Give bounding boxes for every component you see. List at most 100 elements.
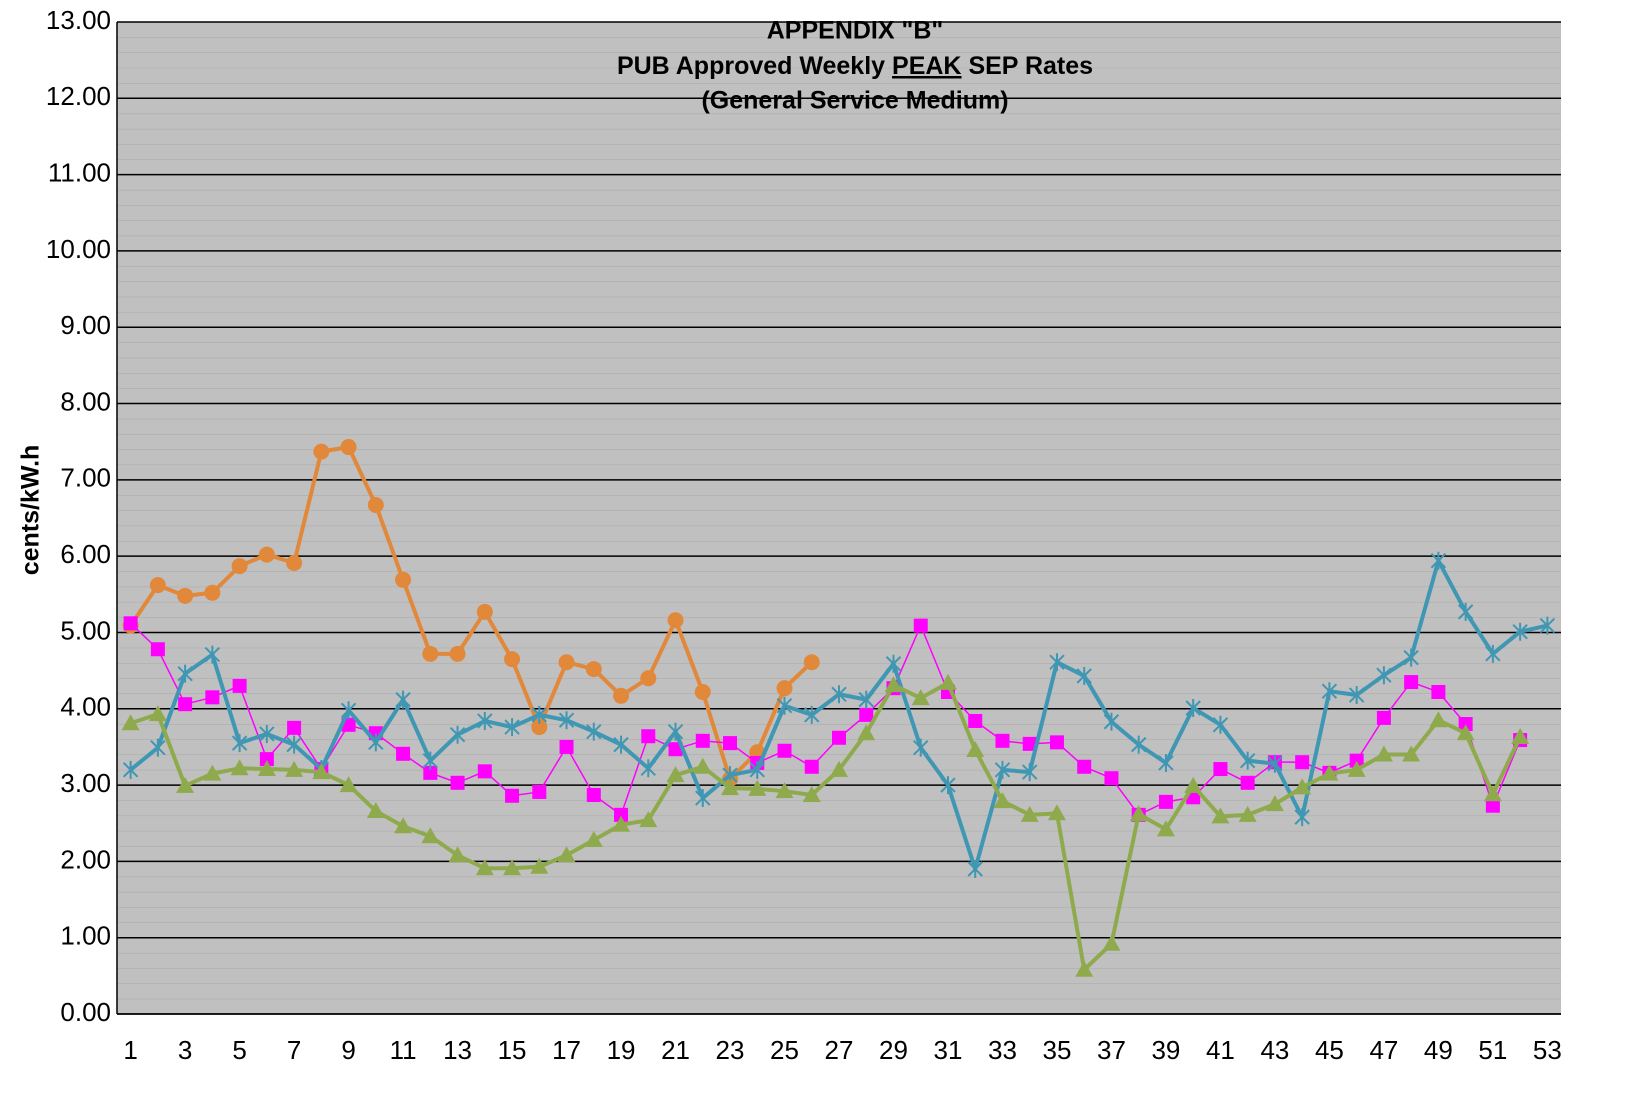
- marker: [504, 718, 520, 737]
- x-tick-label: 19: [607, 1035, 636, 1065]
- marker: [422, 645, 439, 662]
- marker: [422, 751, 439, 770]
- marker: [994, 760, 1011, 779]
- marker: [640, 670, 657, 687]
- marker: [1348, 686, 1365, 705]
- marker: [204, 645, 221, 664]
- marker: [1374, 745, 1393, 762]
- marker: [1483, 785, 1502, 802]
- marker: [476, 603, 493, 620]
- marker: [1212, 715, 1229, 734]
- marker: [1158, 753, 1174, 772]
- marker: [367, 497, 384, 514]
- marker: [585, 661, 602, 678]
- marker: [503, 859, 522, 876]
- y-tick-label: 7.00: [60, 463, 111, 493]
- marker: [968, 713, 983, 728]
- marker: [967, 860, 983, 879]
- x-tick-label: 45: [1315, 1035, 1344, 1065]
- marker: [1458, 717, 1473, 732]
- marker: [721, 779, 740, 796]
- marker: [1429, 711, 1448, 728]
- y-tick-label: 1.00: [60, 921, 111, 951]
- marker: [776, 680, 793, 697]
- x-tick-label: 27: [825, 1035, 854, 1065]
- marker: [668, 742, 683, 757]
- marker: [1022, 763, 1038, 782]
- marker: [1156, 820, 1175, 837]
- marker: [641, 729, 656, 744]
- marker: [558, 654, 575, 671]
- marker: [1267, 754, 1283, 773]
- marker: [804, 705, 820, 724]
- marker: [368, 733, 384, 752]
- marker: [1020, 805, 1039, 822]
- marker: [695, 789, 711, 808]
- marker: [122, 760, 139, 779]
- x-tick-label: 31: [934, 1035, 963, 1065]
- x-tick-label: 53: [1533, 1035, 1562, 1065]
- marker: [1295, 755, 1310, 770]
- series-line: [129, 680, 1522, 972]
- marker: [803, 654, 820, 671]
- marker: [1402, 745, 1421, 762]
- marker: [1158, 794, 1173, 809]
- title-line-2: PUB Approved Weekly PEAK SEP Rates: [617, 52, 1093, 80]
- marker: [423, 765, 438, 780]
- marker: [1539, 616, 1556, 635]
- marker: [667, 612, 684, 629]
- marker: [313, 443, 330, 460]
- marker: [1049, 735, 1064, 750]
- marker: [421, 827, 440, 844]
- marker: [612, 815, 631, 832]
- x-tick-label: 5: [232, 1035, 246, 1065]
- marker: [559, 739, 574, 754]
- marker: [366, 802, 385, 819]
- marker: [286, 555, 303, 572]
- x-tick-label: 29: [879, 1035, 908, 1065]
- marker: [1512, 622, 1528, 641]
- x-tick-label: 11: [390, 1035, 417, 1065]
- marker: [695, 733, 710, 748]
- marker: [1077, 759, 1092, 774]
- marker: [1511, 728, 1530, 745]
- marker: [666, 766, 685, 783]
- marker: [150, 642, 165, 657]
- marker: [259, 724, 275, 743]
- marker: [177, 587, 194, 604]
- marker: [1213, 762, 1228, 777]
- x-tick-label: 23: [716, 1035, 745, 1065]
- marker: [204, 584, 221, 601]
- marker: [694, 683, 711, 700]
- marker: [858, 690, 874, 709]
- marker: [966, 740, 985, 757]
- marker: [257, 760, 276, 777]
- marker: [149, 577, 166, 594]
- marker: [1022, 736, 1037, 751]
- marker: [857, 724, 876, 741]
- marker: [230, 759, 249, 776]
- x-tick-label: 13: [443, 1035, 472, 1065]
- x-tick-label: 41: [1206, 1035, 1235, 1065]
- marker: [1130, 735, 1147, 754]
- x-tick-label: 33: [988, 1035, 1017, 1065]
- marker: [613, 735, 629, 754]
- x-tick-label: 43: [1260, 1035, 1289, 1065]
- marker: [693, 757, 712, 774]
- marker: [1104, 771, 1119, 786]
- marker: [832, 730, 846, 745]
- marker: [396, 746, 411, 761]
- marker: [531, 705, 548, 724]
- marker: [584, 831, 603, 848]
- title-line-1: APPENDIX "B": [767, 17, 944, 45]
- marker: [123, 616, 138, 631]
- marker: [1404, 675, 1419, 690]
- marker: [394, 817, 413, 834]
- marker: [286, 735, 302, 754]
- marker: [1376, 710, 1391, 725]
- marker: [395, 571, 412, 588]
- marker: [830, 760, 848, 777]
- marker: [1047, 804, 1066, 821]
- marker: [203, 764, 222, 781]
